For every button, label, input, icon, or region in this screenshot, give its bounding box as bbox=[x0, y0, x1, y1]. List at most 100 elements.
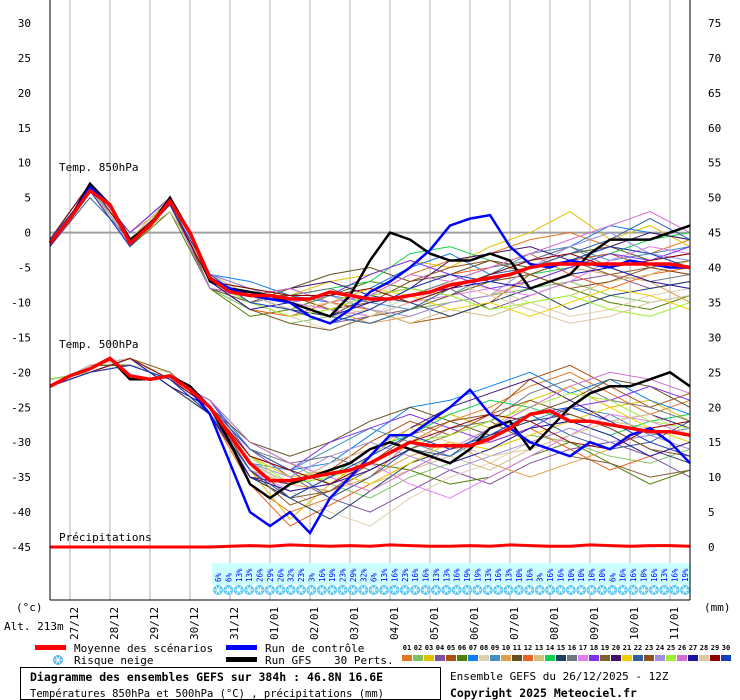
snowflake-arms bbox=[286, 586, 295, 594]
snowflake-arms bbox=[348, 586, 357, 594]
snowflake-arms bbox=[234, 586, 243, 594]
legend-mean-swatch bbox=[35, 645, 66, 650]
left-tick-label: 25 bbox=[18, 52, 31, 65]
date-label: 30/12 bbox=[188, 607, 201, 640]
right-tick-label: 65 bbox=[708, 87, 721, 100]
snowflake-icon bbox=[482, 585, 493, 595]
pert-legend-swatch bbox=[611, 655, 621, 661]
pert-legend-id: 03 bbox=[425, 644, 433, 652]
snowflake-icon bbox=[503, 585, 514, 595]
snowflake-icon bbox=[680, 585, 690, 595]
date-label: 07/01 bbox=[508, 607, 521, 640]
pert-legend-swatch bbox=[589, 655, 599, 661]
snowflake-icon bbox=[306, 585, 317, 595]
day-gridlines bbox=[50, 0, 690, 600]
pert-legend-id: 29 bbox=[711, 644, 719, 652]
snowflake-arms bbox=[245, 586, 254, 594]
pert-legend-swatch bbox=[677, 655, 687, 661]
pert-legend-swatch bbox=[578, 655, 588, 661]
snow-risk-percent: 10% bbox=[598, 568, 607, 582]
altitude-label: Alt. 213m bbox=[4, 620, 64, 633]
snowflake-icon bbox=[430, 585, 441, 595]
pert-legend-id: 02 bbox=[414, 644, 422, 652]
copyright: Copyright 2025 Meteociel.fr bbox=[450, 686, 637, 700]
snow-risk-percent: 13% bbox=[505, 568, 514, 582]
snowflake-icon bbox=[472, 585, 483, 595]
snowflake-arms bbox=[629, 586, 638, 594]
pert-legend-id: 24 bbox=[656, 644, 664, 652]
snowflake-arms bbox=[452, 586, 461, 594]
snowflake-arms bbox=[525, 586, 534, 594]
snowflake-arms bbox=[255, 586, 264, 594]
right-tick-label: 45 bbox=[708, 227, 721, 240]
snowflake-arms bbox=[400, 586, 409, 594]
snow-risk-percent: 13% bbox=[235, 568, 244, 582]
right-tick-label: 40 bbox=[708, 262, 721, 275]
snow-risk-percent: 6% bbox=[608, 572, 617, 582]
snow-risk-percent: 16% bbox=[422, 568, 431, 582]
pert-legend-swatch bbox=[556, 655, 566, 661]
left-tick-label: 15 bbox=[18, 122, 31, 135]
pert-legend-id: 27 bbox=[689, 644, 697, 652]
date-label: 10/01 bbox=[628, 607, 641, 640]
snowflake-arms bbox=[597, 586, 606, 594]
right-tick-label: 60 bbox=[708, 122, 721, 135]
pert-legend-swatch bbox=[413, 655, 423, 661]
legend-gfs-label: Run GFS bbox=[265, 654, 311, 667]
snowflake-arms bbox=[483, 586, 492, 594]
snowflake-arms bbox=[660, 586, 669, 594]
snowflake-icon bbox=[233, 585, 244, 595]
snowflake-arms bbox=[359, 586, 368, 594]
snowflake-arms bbox=[535, 586, 544, 594]
left-unit: (°c) bbox=[16, 601, 43, 614]
snowflake-icon bbox=[316, 585, 327, 595]
pert-legend-swatch bbox=[633, 655, 643, 661]
snowflake-icon bbox=[254, 585, 265, 595]
snow-risk-percent: 10% bbox=[588, 568, 597, 582]
snowflake-arms bbox=[297, 586, 306, 594]
snow-risk-percent: 16% bbox=[650, 568, 659, 582]
snowflake-icon bbox=[586, 585, 597, 595]
pert-legend-swatch bbox=[468, 655, 478, 661]
snowflake-icon bbox=[534, 585, 545, 595]
snow-risk-percent: 19% bbox=[328, 568, 337, 582]
mean-500-line bbox=[49, 356, 691, 483]
date-label: 09/01 bbox=[588, 607, 601, 640]
snowflake-arms bbox=[618, 586, 627, 594]
right-tick-label: 70 bbox=[708, 52, 721, 65]
snowflake-icon bbox=[513, 585, 524, 595]
date-label: 11/01 bbox=[668, 607, 681, 640]
date-label: 02/01 bbox=[308, 607, 321, 640]
legend-control-swatch bbox=[226, 645, 257, 650]
date-label: 27/12 bbox=[68, 607, 81, 640]
snow-risk-percent: 16% bbox=[619, 568, 628, 582]
pert-legend-swatch bbox=[666, 655, 676, 661]
left-tick-label: -15 bbox=[11, 331, 31, 344]
snowflake-icon bbox=[244, 585, 255, 595]
pert-legend-id: 20 bbox=[612, 644, 620, 652]
pert-legend-id: 01 bbox=[403, 644, 411, 652]
pert-legend-id: 04 bbox=[436, 644, 444, 652]
snow-risk-percent: 29% bbox=[349, 568, 358, 582]
snowflake-arms bbox=[431, 586, 440, 594]
pert-legend-id: 25 bbox=[667, 644, 675, 652]
pert-legend-id: 12 bbox=[524, 644, 532, 652]
snow-risk-percent: 10% bbox=[567, 568, 576, 582]
snowflake-arms bbox=[421, 586, 430, 594]
pert-legend-swatch bbox=[501, 655, 511, 661]
snowflake-icon bbox=[628, 585, 639, 595]
pert-legend-swatch bbox=[490, 655, 500, 661]
snowflake-icon bbox=[213, 585, 223, 595]
snow-risk-percent: 16% bbox=[318, 568, 327, 582]
snowflake-icon bbox=[399, 585, 410, 595]
snowflake-arms bbox=[463, 586, 472, 594]
chart-subtitle: Températures 850hPa et 500hPa (°C) , pré… bbox=[30, 688, 384, 700]
snowflake-icon bbox=[441, 585, 452, 595]
snowflake-icon bbox=[669, 585, 680, 595]
pert-legend-swatch bbox=[721, 655, 731, 661]
date-label: 05/01 bbox=[428, 607, 441, 640]
snow-risk-percent: 16% bbox=[453, 568, 462, 582]
pert-legend-id: 17 bbox=[579, 644, 587, 652]
snowflake-icon bbox=[337, 585, 348, 595]
